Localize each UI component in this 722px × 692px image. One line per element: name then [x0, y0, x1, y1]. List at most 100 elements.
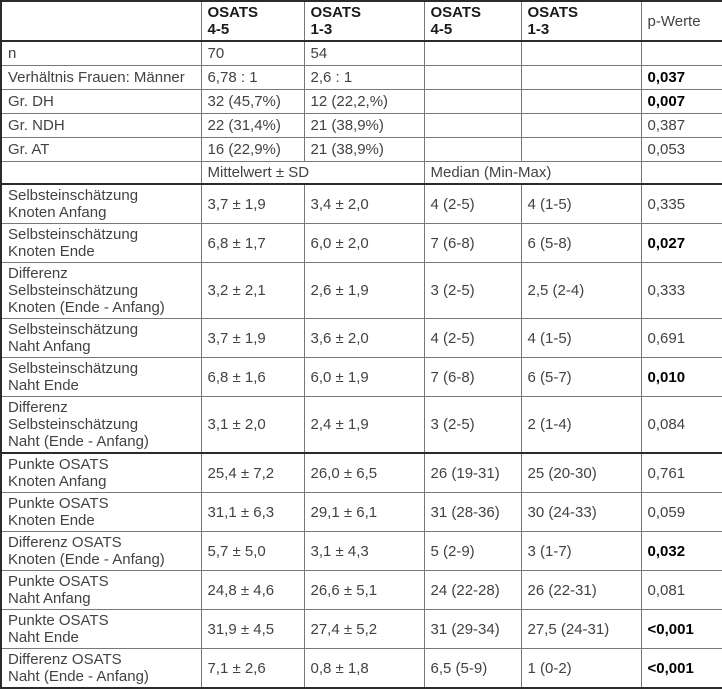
value-osats-4-5-mean: 70: [200, 40, 305, 66]
value-osats-4-5-median: 3 (2-5): [423, 262, 522, 319]
corner-cell: [0, 0, 202, 42]
value-osats-4-5-mean: 22 (31,4%): [200, 113, 305, 138]
table-row: Selbsteinschätzung Naht Ende 6,8 ± 1,6 6,0…: [0, 357, 722, 397]
table-row: Punkte OSATS Knoten Anfang 25,4 ± 7,2 26,0…: [0, 452, 722, 493]
value-osats-1-3-mean: 54: [303, 40, 425, 66]
value-osats-4-5-mean: 3,2 ± 2,1: [200, 262, 305, 319]
value-osats-1-3-mean: 0,8 ± 1,8: [303, 648, 425, 689]
value-osats-4-5-mean: 3,7 ± 1,9: [200, 183, 305, 224]
p-value: <0,001: [640, 609, 722, 649]
value-osats-4-5-mean: 6,8 ± 1,7: [200, 223, 305, 263]
value-osats-1-3-median: 4 (1-5): [520, 318, 642, 358]
table-row: n 70 54: [0, 40, 722, 66]
value-osats-4-5-median: 5 (2-9): [423, 531, 522, 571]
row-label: Gr. AT: [0, 137, 202, 162]
table-row: Selbsteinschätzung Knoten Ende 6,8 ± 1,7 6…: [0, 223, 722, 263]
row-label: Punkte OSATS Naht Ende: [0, 609, 202, 649]
value-osats-1-3-mean: 29,1 ± 6,1: [303, 492, 425, 532]
value-osats-1-3-mean: 3,6 ± 2,0: [303, 318, 425, 358]
p-value: 0,037: [640, 65, 722, 90]
row-label: Selbsteinschätzung Knoten Anfang: [0, 183, 202, 224]
value-osats-1-3-mean: 26,0 ± 6,5: [303, 452, 425, 493]
p-value: 0,691: [640, 318, 722, 358]
table-row: Punkte OSATS Naht Anfang 24,8 ± 4,6 26,6 ±…: [0, 570, 722, 610]
row-label: Selbsteinschätzung Knoten Ende: [0, 223, 202, 263]
table-row: Gr. DH 32 (45,7%) 12 (22,2,%) 0,007: [0, 89, 722, 114]
value-osats-4-5-mean: 16 (22,9%): [200, 137, 305, 162]
p-value: 0,387: [640, 113, 722, 138]
value-osats-4-5-mean: 3,7 ± 1,9: [200, 318, 305, 358]
row-label: Differenz Selbsteinschätzung Knoten (End…: [0, 262, 202, 319]
p-value: 0,335: [640, 183, 722, 224]
value-osats-1-3-median: 3 (1-7): [520, 531, 642, 571]
value-osats-1-3-median: 26 (22-31): [520, 570, 642, 610]
value-osats-4-5-median: 6,5 (5-9): [423, 648, 522, 689]
value-osats-1-3-mean: 2,6 : 1: [303, 65, 425, 90]
value-osats-4-5-mean: 7,1 ± 2,6: [200, 648, 305, 689]
subheader-row: Mittelwert ± SD Median (Min-Max): [0, 161, 722, 185]
value-osats-1-3-mean: 2,4 ± 1,9: [303, 396, 425, 454]
value-osats-1-3-median: 30 (24-33): [520, 492, 642, 532]
value-osats-4-5-median: 7 (6-8): [423, 357, 522, 397]
row-label: Punkte OSATS Naht Anfang: [0, 570, 202, 610]
row-label: Differenz OSATS Naht (Ende - Anfang): [0, 648, 202, 689]
p-value: 0,081: [640, 570, 722, 610]
value-osats-4-5-median: [423, 89, 522, 114]
value-osats-4-5-mean: 25,4 ± 7,2: [200, 452, 305, 493]
col-header-osats-4-5-mean: OSATS 4-5: [200, 0, 305, 42]
selbsteinschaetzung-section: Selbsteinschätzung Knoten Anfang 3,7 ± 1,…: [0, 183, 722, 454]
value-osats-1-3-median: [520, 113, 642, 138]
measure-type-subheader-section: Mittelwert ± SD Median (Min-Max): [0, 161, 722, 185]
col-header-osats-1-3-median: OSATS 1-3: [520, 0, 642, 42]
p-value: <0,001: [640, 648, 722, 689]
value-osats-1-3-mean: 26,6 ± 5,1: [303, 570, 425, 610]
value-osats-4-5-mean: 32 (45,7%): [200, 89, 305, 114]
p-value: 0,053: [640, 137, 722, 162]
table-row: Gr. AT 16 (22,9%) 21 (38,9%) 0,053: [0, 137, 722, 162]
value-osats-1-3-mean: 3,4 ± 2,0: [303, 183, 425, 224]
table-row: Selbsteinschätzung Knoten Anfang 3,7 ± 1,…: [0, 183, 722, 224]
value-osats-4-5-median: 31 (28-36): [423, 492, 522, 532]
value-osats-4-5-mean: 24,8 ± 4,6: [200, 570, 305, 610]
subheader-blank-cell: [0, 161, 202, 185]
value-osats-4-5-mean: 31,1 ± 6,3: [200, 492, 305, 532]
row-label: Gr. DH: [0, 89, 202, 114]
osats-points-section: Punkte OSATS Knoten Anfang 25,4 ± 7,2 26,0…: [0, 452, 722, 689]
col-header-osats-1-3-mean: OSATS 1-3: [303, 0, 425, 42]
p-value: 0,084: [640, 396, 722, 454]
value-osats-1-3-mean: 2,6 ± 1,9: [303, 262, 425, 319]
median-minmax-label: Median (Min-Max): [423, 161, 642, 185]
table-row: Differenz Selbsteinschätzung Naht (Ende …: [0, 396, 722, 454]
value-osats-4-5-median: [423, 40, 522, 66]
p-value: [640, 40, 722, 66]
table-row: Differenz OSATS Knoten (Ende - Anfang) 5,…: [0, 531, 722, 571]
value-osats-1-3-mean: 21 (38,9%): [303, 137, 425, 162]
value-osats-4-5-median: [423, 65, 522, 90]
value-osats-1-3-median: [520, 89, 642, 114]
value-osats-1-3-mean: 6,0 ± 2,0: [303, 223, 425, 263]
value-osats-1-3-median: 6 (5-8): [520, 223, 642, 263]
value-osats-4-5-median: [423, 113, 522, 138]
table-row: Verhältnis Frauen: Männer 6,78 : 1 2,6 : 1…: [0, 65, 722, 90]
table-row: Differenz OSATS Naht (Ende - Anfang) 7,1 …: [0, 648, 722, 689]
p-value: 0,007: [640, 89, 722, 114]
mittelwert-sd-label: Mittelwert ± SD: [200, 161, 425, 185]
table-row: Punkte OSATS Naht Ende 31,9 ± 4,5 27,4 ± 5…: [0, 609, 722, 649]
p-value: 0,059: [640, 492, 722, 532]
value-osats-1-3-median: 2 (1-4): [520, 396, 642, 454]
value-osats-4-5-mean: 6,78 : 1: [200, 65, 305, 90]
value-osats-1-3-median: 27,5 (24-31): [520, 609, 642, 649]
header-row: OSATS 4-5 OSATS 1-3 OSATS 4-5 OSATS 1-3 …: [0, 0, 722, 42]
value-osats-4-5-mean: 6,8 ± 1,6: [200, 357, 305, 397]
col-header-osats-4-5-median: OSATS 4-5: [423, 0, 522, 42]
value-osats-1-3-median: 2,5 (2-4): [520, 262, 642, 319]
value-osats-1-3-median: [520, 40, 642, 66]
row-label: Punkte OSATS Knoten Anfang: [0, 452, 202, 493]
row-label: Gr. NDH: [0, 113, 202, 138]
table-row: Selbsteinschätzung Naht Anfang 3,7 ± 1,9 3…: [0, 318, 722, 358]
row-label: Verhältnis Frauen: Männer: [0, 65, 202, 90]
p-value: 0,010: [640, 357, 722, 397]
table-row: Differenz Selbsteinschätzung Knoten (End…: [0, 262, 722, 319]
